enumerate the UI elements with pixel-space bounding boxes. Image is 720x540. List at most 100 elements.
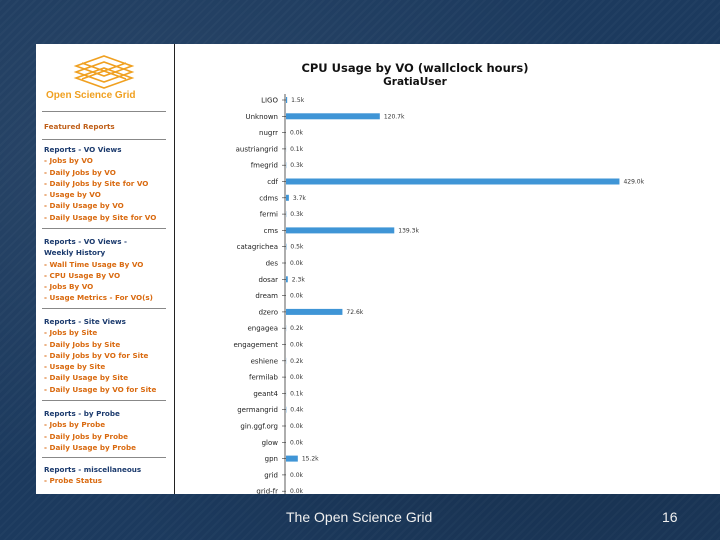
- value-label: 0.0k: [290, 342, 304, 349]
- section-heading: Reports - by Probe: [44, 409, 120, 418]
- category-label: engagement: [233, 341, 278, 349]
- category-label: geant4: [253, 390, 278, 398]
- value-label: 72.6k: [346, 309, 363, 316]
- nav-link[interactable]: - Jobs by Site: [44, 328, 98, 338]
- category-label: gpn: [265, 455, 278, 463]
- nav-link[interactable]: - Probe Status: [44, 476, 103, 486]
- report-page: Open Science Grid Featured Reports Repor…: [36, 44, 720, 494]
- value-label: 0.0k: [290, 439, 304, 446]
- divider: [42, 457, 166, 458]
- category-label: fmegrid: [251, 162, 278, 170]
- nav-section-site-views: Reports - Site Views - Jobs by Site - Da…: [44, 316, 156, 395]
- section-heading: Reports - VO Views: [44, 145, 122, 154]
- nav-section-vo-weekly: Reports - VO Views - Weekly History - Wa…: [44, 236, 153, 304]
- nav-link[interactable]: - Daily Usage by Site for VO: [44, 212, 157, 222]
- category-label: grid-fr: [256, 488, 278, 494]
- value-label: 0.3k: [290, 211, 304, 218]
- bar[interactable]: [286, 113, 380, 120]
- category-label: fermi: [260, 211, 278, 219]
- chart-subtitle: GratiaUser: [383, 76, 447, 88]
- value-label: 0.0k: [290, 488, 304, 494]
- logo-text[interactable]: Open Science Grid: [46, 90, 136, 101]
- nav-link[interactable]: - CPU Usage By VO: [44, 270, 121, 280]
- value-label: 0.0k: [290, 260, 304, 267]
- value-label: 0.3k: [290, 162, 304, 169]
- value-label: 15.2k: [302, 456, 319, 463]
- category-label: dream: [255, 292, 278, 300]
- value-label: 0.0k: [290, 472, 304, 479]
- chart-title: CPU Usage by VO (wallclock hours): [301, 61, 528, 75]
- divider: [42, 111, 166, 112]
- bar[interactable]: [286, 178, 620, 185]
- value-label: 429.0k: [623, 179, 644, 186]
- category-label: gin.ggf.org: [240, 423, 278, 431]
- value-label: 0.4k: [290, 407, 304, 414]
- value-label: 120.7k: [384, 113, 405, 120]
- category-label: cdf: [267, 178, 278, 186]
- value-label: 0.2k: [290, 325, 304, 332]
- nav-link[interactable]: - Daily Usage by VO for Site: [44, 384, 157, 394]
- nav-link[interactable]: - Daily Jobs by Probe: [44, 431, 129, 441]
- nav-link[interactable]: - Daily Usage by Site: [44, 373, 129, 383]
- nav-section-misc: Reports - miscellaneous - Probe Status: [44, 464, 141, 487]
- category-label: nugrr: [259, 129, 278, 137]
- cpu-usage-chart: CPU Usage by VO (wallclock hours) Gratia…: [175, 44, 720, 494]
- category-label: glow: [262, 439, 279, 447]
- value-label: 0.1k: [290, 146, 304, 153]
- nav-link[interactable]: - Daily Jobs by VO for Site: [44, 350, 149, 360]
- section-heading: Reports - Site Views: [44, 317, 126, 326]
- category-label: germangrid: [237, 406, 278, 414]
- slide-number: 16: [662, 509, 678, 525]
- nav-link[interactable]: - Usage by Site: [44, 362, 106, 372]
- bar[interactable]: [286, 455, 298, 462]
- nav-section-vo-views: Reports - VO Views - Jobs by VO - Daily …: [44, 144, 156, 223]
- nav-link[interactable]: - Usage by VO: [44, 190, 101, 200]
- nav-link[interactable]: - Jobs by VO: [44, 156, 93, 166]
- bar[interactable]: [286, 194, 289, 201]
- nav-link[interactable]: - Wall Time Usage By VO: [44, 259, 144, 269]
- value-label: 139.3k: [398, 227, 419, 234]
- value-label: 3.7k: [293, 195, 307, 202]
- section-heading: Reports - VO Views -: [44, 237, 127, 246]
- category-label: engagea: [247, 325, 278, 333]
- divider: [42, 308, 166, 309]
- value-label: 0.0k: [290, 374, 304, 381]
- value-label: 1.5k: [291, 97, 305, 104]
- value-label: 0.0k: [290, 423, 304, 430]
- bar[interactable]: [286, 276, 288, 283]
- divider: [42, 228, 166, 229]
- nav-link[interactable]: - Jobs By VO: [44, 282, 94, 292]
- nav-link[interactable]: - Usage Metrics - For VO(s): [44, 293, 153, 303]
- osg-logo-icon: [73, 55, 135, 89]
- sidebar: Open Science Grid Featured Reports Repor…: [36, 44, 175, 494]
- section-heading-line2: Weekly History: [44, 248, 106, 258]
- category-label: catagrichea: [237, 243, 278, 251]
- category-label: dzero: [259, 308, 278, 316]
- featured-reports-nav: Featured Reports: [44, 121, 115, 132]
- value-label: 0.2k: [290, 358, 304, 365]
- category-label: LIGO: [261, 97, 278, 105]
- category-label: cdms: [259, 194, 278, 202]
- section-heading: Reports - miscellaneous: [44, 465, 142, 474]
- nav-link[interactable]: - Daily Usage by Probe: [44, 442, 137, 452]
- category-label: eshiene: [251, 357, 278, 365]
- value-label: 0.5k: [290, 244, 304, 251]
- value-label: 0.1k: [290, 390, 304, 397]
- footer-text: The Open Science Grid: [286, 509, 433, 525]
- value-label: 0.0k: [290, 293, 304, 300]
- nav-section-by-probe: Reports - by Probe - Jobs by Probe - Dai…: [44, 408, 136, 453]
- chart-svg: CPU Usage by VO (wallclock hours) Gratia…: [233, 61, 645, 494]
- nav-link[interactable]: - Daily Usage by VO: [44, 201, 124, 211]
- bar[interactable]: [286, 97, 288, 103]
- bar[interactable]: [286, 308, 343, 315]
- nav-link[interactable]: - Daily Jobs by Site: [44, 339, 121, 349]
- nav-link[interactable]: - Jobs by Probe: [44, 420, 106, 430]
- value-label: 0.0k: [290, 130, 304, 137]
- nav-link[interactable]: - Daily Jobs by Site for VO: [44, 178, 149, 188]
- nav-link[interactable]: - Daily Jobs by VO: [44, 167, 116, 177]
- category-label: austriangrid: [236, 145, 278, 153]
- category-label: Unknown: [246, 113, 279, 121]
- value-label: 2.3k: [292, 276, 306, 283]
- bar[interactable]: [286, 227, 395, 234]
- featured-reports-link[interactable]: Featured Reports: [44, 122, 115, 131]
